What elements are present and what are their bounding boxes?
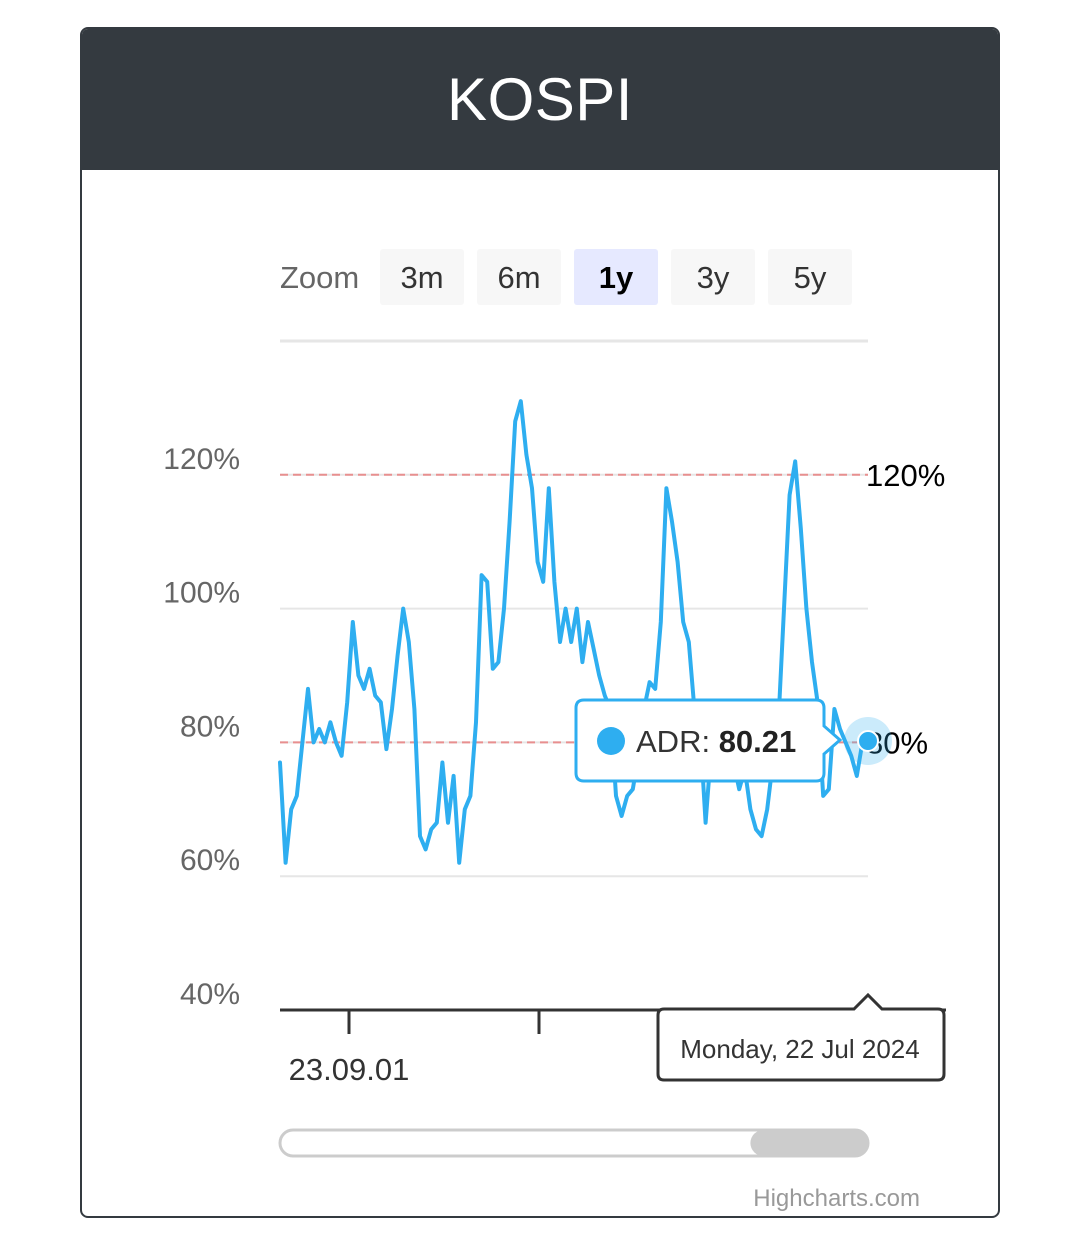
zoom-button-label: 6m <box>497 260 540 295</box>
card-title: KOSPI <box>447 66 633 133</box>
y-tick-label: 60% <box>180 844 240 877</box>
zoom-button-1y[interactable]: 1y <box>574 249 658 305</box>
y-tick-label: 120% <box>163 443 240 476</box>
tooltip-box <box>574 698 843 783</box>
zoom-button-label: 3m <box>400 260 443 295</box>
zoom-button-bg <box>768 249 852 305</box>
hover-point[interactable] <box>857 729 879 752</box>
credits-link[interactable]: Highcharts.com <box>753 1185 920 1212</box>
tooltip-series-label: ADR: <box>636 724 719 759</box>
x-axis-ticks: 23.09.01 <box>289 1010 731 1087</box>
zoom-button-label: 5y <box>794 260 827 295</box>
x-tick-label: 23.09.01 <box>289 1052 410 1087</box>
zoom-button-5y[interactable]: 5y <box>768 249 852 305</box>
tooltip: ADR: 80.21 <box>574 698 843 783</box>
date-tooltip: Monday, 22 Jul 2024 <box>656 992 946 1082</box>
card-header: KOSPI <box>82 29 998 170</box>
y-tick-label: 100% <box>163 577 240 610</box>
date-tooltip-box <box>656 992 946 1082</box>
zoom-button-bg <box>477 249 561 305</box>
y-tick-label: 40% <box>180 978 240 1011</box>
tooltip-value: 80.21 <box>719 724 797 759</box>
scrollbar-thumb[interactable] <box>750 1130 868 1156</box>
date-tooltip-text: Monday, 22 Jul 2024 <box>680 1034 919 1064</box>
zoom-button-6m[interactable]: 6m <box>477 249 561 305</box>
zoom-button-bg <box>574 249 658 305</box>
zoom-label: Zoom <box>280 260 359 295</box>
plot-lines: 120%80% <box>280 458 945 760</box>
y-axis-labels: 40% 60% 80% 100% 120% <box>163 443 240 1011</box>
y-tick-label: 80% <box>180 710 240 743</box>
tooltip-series-marker <box>597 727 625 755</box>
zoom-button-label: 1y <box>599 260 634 295</box>
zoom-button-3y[interactable]: 3y <box>671 249 755 305</box>
zoom-button-label: 3y <box>697 260 730 295</box>
zoom-button-3m[interactable]: 3m <box>380 249 464 305</box>
series-line-adr[interactable] <box>278 399 870 865</box>
zoom-button-bg <box>380 249 464 305</box>
svg-text:ADR: 80.21: ADR: 80.21 <box>636 724 796 759</box>
zoom-buttons: 3m 6m 1y 3y 5y <box>380 249 852 305</box>
zoom-button-bg <box>671 249 755 305</box>
plot-line-label: 120% <box>866 458 945 493</box>
